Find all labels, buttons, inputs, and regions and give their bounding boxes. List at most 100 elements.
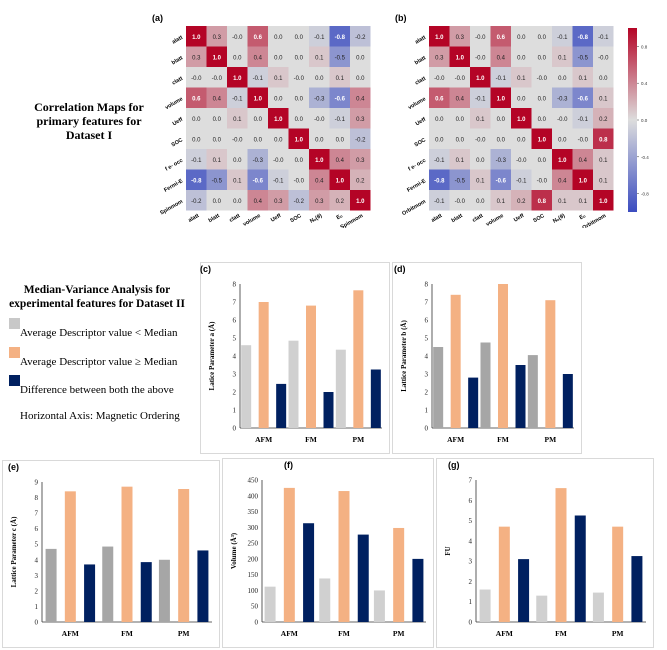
x-tick-label: AFM [281, 629, 298, 638]
heatmap-cell [309, 46, 330, 67]
heatmap-cell [329, 46, 350, 67]
heatmap-cell-value: 0.0 [558, 76, 567, 82]
panel-label: (c) [200, 264, 211, 274]
heatmap-cell-value: 0.1 [599, 96, 608, 102]
panel-label: (a) [152, 13, 163, 23]
heatmap-cell-value: -0.5 [455, 178, 466, 184]
y-tick-label: 6 [425, 317, 429, 325]
heatmap-row-label: Ueff [172, 117, 184, 128]
y-tick-label: 2 [35, 587, 39, 595]
x-tick-label: FM [305, 435, 317, 444]
heatmap-cell [470, 67, 491, 88]
heatmap-cell [309, 149, 330, 170]
heatmap-cell-value: 0.0 [476, 158, 485, 164]
heatmap-col-label: volume [485, 213, 505, 228]
heatmap-cell-value: 0.8 [599, 137, 608, 143]
x-tick-label: FM [555, 629, 567, 638]
y-axis-label: Volume (Å³) [230, 532, 238, 569]
heatmap-cell-value: 0.0 [295, 96, 304, 102]
heatmap-cell [227, 149, 248, 170]
heatmap-cell [490, 190, 511, 211]
legend-label-above: Average Descriptor value ≥ Median [20, 356, 178, 368]
heatmap-cell-value: 0.2 [356, 178, 365, 184]
heatmap-cell-value: 0.1 [336, 76, 345, 82]
y-tick-label: 0 [233, 425, 237, 433]
heatmap-cell-value: 0.3 [315, 199, 324, 205]
heatmap-cell-value: 0.4 [558, 178, 567, 184]
colorbar-tick: -0.4 [641, 155, 649, 160]
heatmap-col-label: Orbitmom [581, 213, 607, 228]
bar-diff [518, 559, 530, 622]
heatmap-cell-value: 0.1 [579, 76, 588, 82]
heatmap-cell-value: 0.1 [233, 117, 242, 123]
heatmap-cell-value: -0.0 [455, 76, 466, 82]
heatmap-cell [186, 190, 207, 211]
heatmap-cell-value: 0.0 [254, 117, 263, 123]
colorbar: 0.8 0.4 0.0 -0.4 -0.8 [628, 28, 649, 212]
heatmap-cell-value: -0.1 [578, 117, 589, 123]
heatmap-cell [329, 149, 350, 170]
heatmap-cell [206, 190, 227, 211]
heatmap-cell [309, 128, 330, 149]
y-tick-label: 5 [35, 541, 39, 549]
legend-swatch-below [9, 318, 20, 329]
bar-diff [357, 534, 369, 622]
heatmap-cell-value: 0.0 [517, 55, 526, 61]
heatmap-row-label: alatt [171, 35, 184, 46]
heatmap-row-label: f e- occ [164, 158, 184, 173]
heatmap-cell-value: 0.6 [435, 96, 444, 102]
heatmap-cell-value: 1.0 [579, 178, 588, 184]
y-tick-label: 1 [233, 407, 237, 415]
x-tick-label: FM [338, 629, 350, 638]
heatmap-cell [593, 190, 614, 211]
heatmap-cell [511, 169, 532, 190]
heatmap-cell-value: 0.1 [558, 55, 567, 61]
x-tick-label: PM [393, 629, 405, 638]
heatmap-cell [511, 26, 532, 47]
bar-diff [468, 377, 479, 428]
heatmap-row-label: Spinmom [159, 199, 184, 217]
bar-diff [412, 558, 424, 622]
heatmap-cell [470, 26, 491, 47]
heatmap-cell [288, 87, 309, 108]
y-tick-label: 1 [35, 603, 39, 611]
heatmap-cell [593, 128, 614, 149]
y-tick-label: 2 [469, 578, 473, 586]
bar-diff [276, 383, 287, 428]
heatmap-cell-value: 0.4 [315, 178, 324, 184]
heatmap-cell [350, 46, 371, 67]
heatmap-cell [186, 67, 207, 88]
heatmap-row-label: Fermi-E [406, 178, 427, 194]
heatmap-cell [552, 87, 573, 108]
heatmap-cell [268, 26, 289, 47]
heatmap-cell-value: 0.1 [476, 178, 485, 184]
heatmap-cell [429, 26, 450, 47]
heatmap-cell-value: 0.4 [579, 158, 588, 164]
heatmap-cell [531, 190, 552, 211]
heatmap-cell-value: 0.0 [435, 117, 444, 123]
heatmap-cell [288, 67, 309, 88]
heatmap-cell-value: 0.0 [254, 137, 263, 143]
heatmap-cell-value: 0.0 [599, 76, 608, 82]
heatmap-cell-value: 0.0 [476, 199, 485, 205]
heatmap-cell-value: 0.6 [254, 35, 263, 41]
heatmap-cell [309, 190, 330, 211]
colorbar-tick: 0.4 [641, 81, 648, 86]
median-caption-line1: Median-Variance Analysis for [23, 284, 171, 296]
bar-diff [84, 564, 96, 622]
heatmap-cell-value: 0.0 [558, 137, 567, 143]
heatmap-cell [268, 149, 289, 170]
heatmap-cell [552, 128, 573, 149]
legend-swatch-above [9, 347, 20, 358]
heatmap-cell [186, 46, 207, 67]
heatmap-cell [593, 169, 614, 190]
heatmap-cell-value: 1.0 [356, 199, 365, 205]
heatmap-col-label: blatt [208, 213, 221, 224]
y-tick-label: 6 [469, 497, 473, 505]
heatmap-cell-value: -0.0 [232, 137, 243, 143]
heatmap-cell-value: 0.6 [497, 35, 506, 41]
heatmap-cell-value: -0.1 [516, 178, 527, 184]
heatmap-cell [593, 149, 614, 170]
heatmap-row-label: alatt [414, 35, 427, 46]
heatmap-cell [206, 26, 227, 47]
